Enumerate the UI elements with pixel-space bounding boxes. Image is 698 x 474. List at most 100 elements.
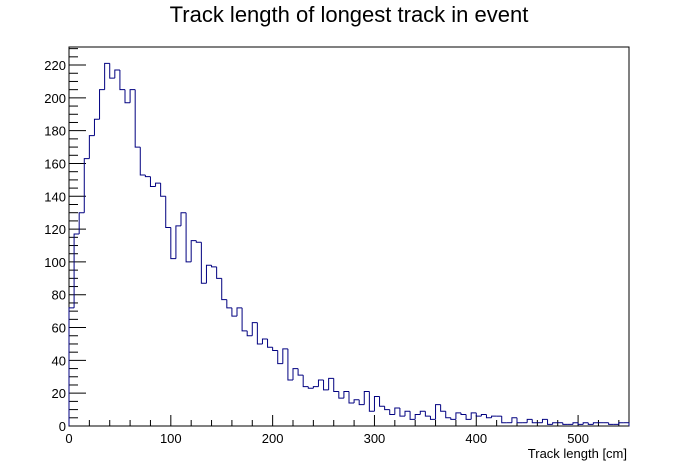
histogram-bin [144,174,151,178]
histogram-bin [338,391,344,399]
histogram-bin [358,399,365,406]
histogram-bin [297,368,304,376]
histogram-bin [465,414,472,420]
histogram-bin [68,307,75,426]
y-tick-label: 60 [52,321,66,336]
histogram-bin [317,379,324,387]
histogram-bin [104,62,110,90]
histogram-bin [155,182,161,187]
histogram-bin [170,227,176,260]
y-axis-ticks [69,48,86,427]
x-tick-label: 500 [567,431,589,446]
histogram-bin [389,409,395,416]
histogram-bin [307,386,314,389]
histogram-bin [241,307,248,332]
histogram-bin [211,265,217,268]
histogram-bin [435,404,441,420]
y-tick-label: 220 [44,58,66,73]
histogram-bin [363,391,370,405]
x-tick-label: 400 [465,431,487,446]
histogram-bin [379,396,385,407]
histogram-bin [348,391,355,404]
y-tick-label: 160 [44,156,66,171]
histogram-bin [277,350,283,365]
histogram-bin [475,412,482,417]
histogram-bin [419,410,426,415]
x-tick-label: 300 [364,431,386,446]
x-tick-label: 200 [262,431,284,446]
histogram-bin [470,412,477,420]
y-tick-label: 80 [52,288,66,303]
histogram-bin [562,422,568,425]
histogram-bin [180,212,187,226]
histogram-bin [526,418,533,423]
histogram-bin [480,414,487,417]
histogram-bin [312,386,319,389]
histogram-bin [272,347,278,352]
histogram-bin [404,410,411,417]
histogram-bin [373,395,380,412]
histogram-bin [73,233,80,308]
histogram-bin [124,89,131,104]
y-tick-label: 180 [44,124,66,139]
histogram-bin [577,422,584,425]
histogram-bin [175,225,181,259]
histogram-bin [236,307,243,317]
histogram-bin [541,418,548,423]
histogram-bin [485,414,492,419]
histogram-bin [261,338,268,344]
histogram-bin [149,176,156,187]
histogram-bin [200,242,207,284]
histogram-bin [221,278,227,301]
histogram-bin [399,407,405,417]
histogram-bin [109,63,115,79]
y-tick-label: 100 [44,255,66,270]
histogram-bin [282,348,288,364]
histogram-bin [129,89,136,103]
histogram-bin [409,411,416,420]
histogram-bin [368,391,375,412]
histogram-bin [424,411,431,417]
histogram-bin [302,375,309,388]
histogram-bin [88,135,95,159]
histogram-bin [429,416,436,420]
histogram-bin [414,414,421,420]
histogram-bin [516,417,523,424]
histogram-bin [445,411,451,419]
y-tick-label: 20 [52,386,66,401]
y-tick-label: 40 [52,353,66,368]
histogram-bin [78,212,85,235]
histogram-bin [256,322,263,345]
histogram-bin [394,407,400,415]
histogram-bin [190,240,197,262]
histogram-bin [440,404,446,412]
histogram-bin [450,417,456,420]
histogram-bin [587,422,594,425]
histogram-bin [185,212,192,263]
histogram-bin [455,412,461,420]
histogram-bin [246,330,253,337]
y-tick-label: 120 [44,222,66,237]
histogram-bin [333,378,339,393]
y-axis-tick-labels: 0 20 40 60 80 100 120 140 160 180 200 220 [44,58,66,434]
histogram-bin [572,422,579,425]
histogram-bin [205,264,212,284]
histogram-bin [552,422,558,425]
histogram-bin [582,422,589,425]
histogram-bin [165,196,171,228]
histogram-bin [511,417,517,423]
histogram-bin [114,69,120,79]
histogram-bin [592,422,599,425]
x-tick-label: 100 [160,431,182,446]
histogram-bin [608,422,614,425]
histogram-bin [139,147,146,176]
x-tick-label: 0 [65,431,72,446]
histogram-bin [216,266,222,279]
histogram-bin [501,416,507,424]
x-axis-ticks [68,415,620,426]
histogram-bin [547,419,553,425]
histogram-bin [119,69,125,91]
histogram-bin [231,307,237,317]
histogram-bin [491,415,497,418]
